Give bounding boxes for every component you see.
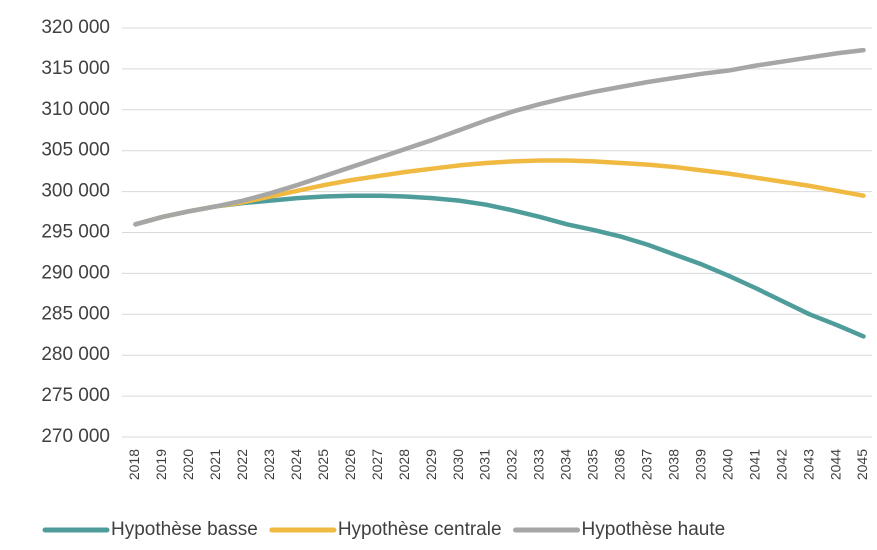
y-tick-label: 295 000 xyxy=(41,222,110,243)
x-tick-label: 2020 xyxy=(180,449,196,480)
x-tick-label: 2044 xyxy=(827,449,843,480)
y-tick-label: 300 000 xyxy=(41,181,110,202)
x-tick-label: 2027 xyxy=(369,449,385,480)
x-tick-label: 2018 xyxy=(126,449,142,480)
x-tick-label: 2045 xyxy=(854,449,870,480)
series-line xyxy=(133,158,866,227)
x-tick-label: 2042 xyxy=(773,449,789,480)
y-tick-label: 310 000 xyxy=(41,99,110,120)
x-tick-label: 2024 xyxy=(288,449,304,480)
legend-label: Hypothèse centrale xyxy=(338,519,502,540)
y-tick-label: 280 000 xyxy=(41,344,110,365)
x-tick-label: 2039 xyxy=(692,449,708,480)
x-tick-label: 2029 xyxy=(423,449,439,480)
x-tick-label: 2022 xyxy=(234,449,250,480)
x-tick-label: 2028 xyxy=(396,449,412,480)
x-tick-label: 2023 xyxy=(261,449,277,480)
x-tick-label: 2043 xyxy=(800,449,816,480)
y-tick-label: 270 000 xyxy=(41,426,110,447)
series-line xyxy=(133,193,866,339)
x-tick-label: 2037 xyxy=(639,449,655,480)
y-tick-label: 275 000 xyxy=(41,385,110,406)
series-line xyxy=(133,47,866,227)
x-tick-label: 2032 xyxy=(504,449,520,480)
x-tick-label: 2021 xyxy=(207,449,223,480)
x-tick-label: 2030 xyxy=(450,449,466,480)
y-tick-label: 285 000 xyxy=(41,303,110,324)
x-tick-label: 2019 xyxy=(153,449,169,480)
legend-label: Hypothèse haute xyxy=(582,519,726,540)
x-tick-label: 2036 xyxy=(612,449,628,480)
y-tick-label: 315 000 xyxy=(41,58,110,79)
x-tick-label: 2041 xyxy=(746,449,762,480)
x-tick-label: 2033 xyxy=(531,449,547,480)
x-tick-label: 2034 xyxy=(558,449,574,480)
y-tick-label: 305 000 xyxy=(41,140,110,161)
x-tick-label: 2040 xyxy=(719,449,735,480)
x-tick-label: 2026 xyxy=(342,449,358,480)
x-tick-label: 2035 xyxy=(585,449,601,480)
legend-label: Hypothèse basse xyxy=(111,519,258,540)
x-tick-label: 2038 xyxy=(665,449,681,480)
y-tick-label: 290 000 xyxy=(41,262,110,283)
x-tick-label: 2031 xyxy=(477,449,493,480)
x-tick-label: 2025 xyxy=(315,449,331,480)
y-tick-label: 320 000 xyxy=(41,17,110,38)
